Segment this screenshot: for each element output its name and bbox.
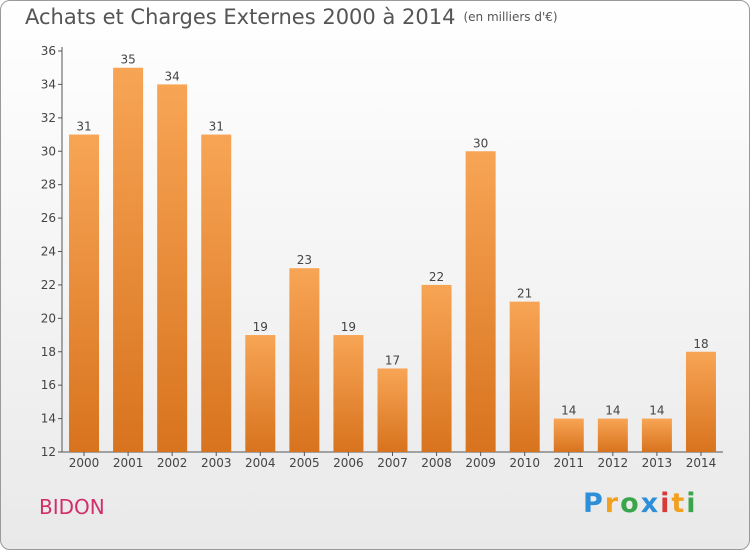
- bar-value-label: 14: [561, 404, 576, 418]
- x-tick-label: 2007: [377, 456, 408, 470]
- x-tick-label: 2006: [333, 456, 364, 470]
- bar-value-label: 14: [649, 404, 664, 418]
- bar: [69, 134, 100, 452]
- y-tick-label: 24: [41, 245, 56, 259]
- y-tick-label: 16: [41, 378, 56, 392]
- x-tick-label: 2010: [509, 456, 540, 470]
- bar: [641, 418, 672, 452]
- axes: 12 14 16 18 20 22 24 26 28 30 32 34 36 2000 2001 2002 20…: [41, 44, 723, 470]
- y-tick-label: 22: [41, 278, 56, 292]
- y-tick-label: 18: [41, 345, 56, 359]
- y-tick-label: 36: [41, 44, 56, 58]
- logo-letter: x: [640, 488, 661, 519]
- bar: [465, 151, 496, 452]
- x-tick-label: 2008: [421, 456, 452, 470]
- bar: [245, 335, 276, 452]
- bar: [157, 84, 188, 453]
- bar: [289, 268, 320, 452]
- bar-value-label: 22: [429, 270, 444, 284]
- x-tick-label: 2012: [598, 456, 629, 470]
- y-tick-label: 12: [41, 445, 56, 459]
- y-tick-label: 20: [41, 311, 56, 325]
- bar-value-label: 18: [693, 337, 708, 351]
- bar-value-label: 21: [517, 287, 532, 301]
- bar-value-label: 30: [473, 136, 488, 150]
- proxiti-logo: Proxiti: [583, 488, 698, 519]
- x-tick-label: 2009: [465, 456, 496, 470]
- y-tick-label: 28: [41, 178, 56, 192]
- y-tick-label: 26: [41, 211, 56, 225]
- bars: 31 35 34 31 19 23 19 17 22 30 21 14 14 14 18: [69, 53, 716, 453]
- bar-value-label: 34: [165, 69, 180, 83]
- bar-value-label: 19: [253, 320, 268, 334]
- logo-letter: t: [671, 488, 687, 519]
- bar-value-label: 23: [297, 253, 312, 267]
- bar: [685, 351, 716, 452]
- bar-value-label: 35: [120, 53, 135, 67]
- x-tick-label: 2014: [686, 456, 717, 470]
- bar: [421, 284, 452, 452]
- bar: [509, 301, 540, 452]
- logo-letter: r: [604, 488, 621, 519]
- bar: [597, 418, 628, 452]
- x-tick-label: 2005: [289, 456, 320, 470]
- logo-letter: i: [660, 488, 672, 519]
- y-tick-label: 34: [41, 77, 56, 91]
- bar: [201, 134, 232, 452]
- chart-title: Achats et Charges Externes 2000 à 2014 (e…: [25, 5, 558, 29]
- x-tick-label: 2011: [553, 456, 584, 470]
- bar-value-label: 14: [605, 404, 620, 418]
- bar: [113, 67, 144, 452]
- x-tick-label: 2013: [642, 456, 673, 470]
- bar-value-label: 31: [76, 120, 91, 134]
- x-tick-label: 2000: [69, 456, 100, 470]
- y-tick-label: 32: [41, 111, 56, 125]
- y-tick-label: 30: [41, 144, 56, 158]
- logo-letter: P: [583, 488, 605, 519]
- x-tick-label: 2003: [201, 456, 232, 470]
- commune-name: BIDON: [39, 495, 105, 519]
- y-tick-label: 14: [41, 412, 56, 426]
- logo-letter: i: [686, 488, 698, 519]
- chart-title-text: Achats et Charges Externes 2000 à 2014: [25, 5, 456, 29]
- logo-letter: o: [620, 488, 641, 519]
- bar-value-label: 19: [341, 320, 356, 334]
- x-tick-label: 2001: [113, 456, 144, 470]
- bar: [377, 368, 408, 452]
- x-tick-label: 2002: [157, 456, 188, 470]
- bar: [553, 418, 584, 452]
- bar-value-label: 17: [385, 353, 400, 367]
- bar: [333, 335, 364, 452]
- chart-unit: (en milliers d'€): [463, 10, 558, 24]
- x-tick-label: 2004: [245, 456, 276, 470]
- bar-value-label: 31: [209, 120, 224, 134]
